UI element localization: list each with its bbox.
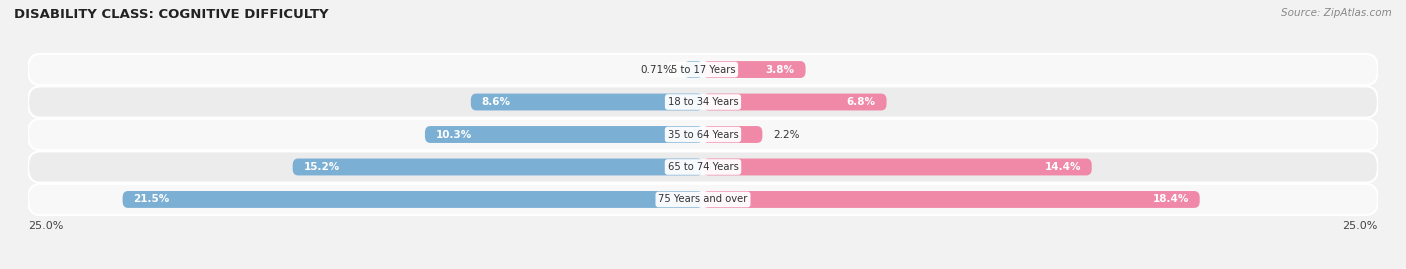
FancyBboxPatch shape [471,94,703,111]
Text: 15.2%: 15.2% [304,162,340,172]
FancyBboxPatch shape [28,151,1378,183]
FancyBboxPatch shape [292,158,703,175]
Text: 14.4%: 14.4% [1045,162,1081,172]
Text: 10.3%: 10.3% [436,129,472,140]
Text: 65 to 74 Years: 65 to 74 Years [668,162,738,172]
Text: 6.8%: 6.8% [846,97,876,107]
Text: 18 to 34 Years: 18 to 34 Years [668,97,738,107]
Text: 21.5%: 21.5% [134,194,170,204]
Text: 5 to 17 Years: 5 to 17 Years [671,65,735,75]
FancyBboxPatch shape [28,184,1378,215]
Text: 3.8%: 3.8% [766,65,794,75]
Text: DISABILITY CLASS: COGNITIVE DIFFICULTY: DISABILITY CLASS: COGNITIVE DIFFICULTY [14,8,329,21]
Text: 0.71%: 0.71% [640,65,673,75]
FancyBboxPatch shape [683,61,703,78]
FancyBboxPatch shape [703,191,1199,208]
Text: Source: ZipAtlas.com: Source: ZipAtlas.com [1281,8,1392,18]
Text: 25.0%: 25.0% [1343,221,1378,231]
Text: 2.2%: 2.2% [773,129,800,140]
Text: 25.0%: 25.0% [28,221,63,231]
FancyBboxPatch shape [28,119,1378,150]
FancyBboxPatch shape [425,126,703,143]
FancyBboxPatch shape [28,54,1378,85]
Text: 35 to 64 Years: 35 to 64 Years [668,129,738,140]
FancyBboxPatch shape [703,61,806,78]
FancyBboxPatch shape [703,94,887,111]
Text: 8.6%: 8.6% [482,97,510,107]
Text: 18.4%: 18.4% [1153,194,1189,204]
FancyBboxPatch shape [122,191,703,208]
FancyBboxPatch shape [703,158,1091,175]
FancyBboxPatch shape [28,86,1378,118]
FancyBboxPatch shape [703,126,762,143]
Text: 75 Years and over: 75 Years and over [658,194,748,204]
